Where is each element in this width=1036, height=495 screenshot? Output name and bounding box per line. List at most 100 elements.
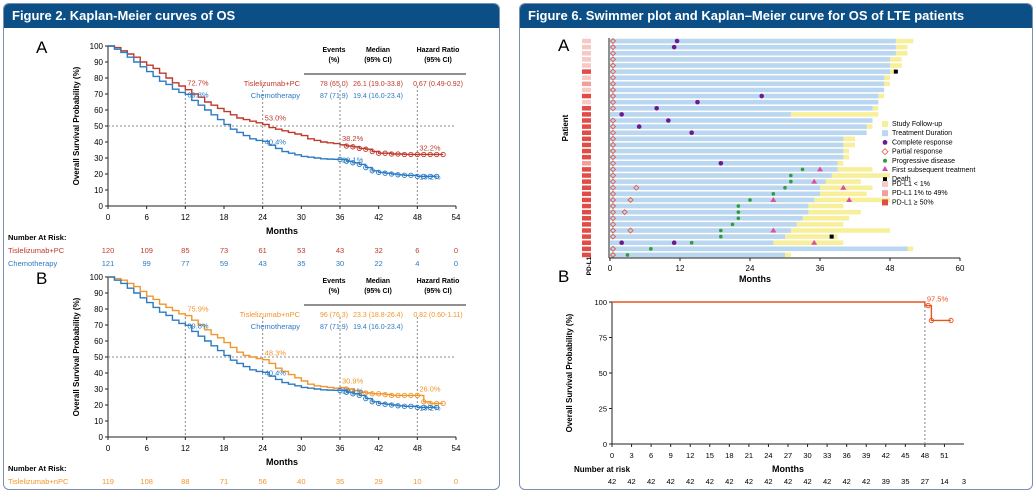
table-header: (%) (329, 57, 340, 64)
x-tick-label: 3 (629, 451, 633, 460)
y-tick-label: 10 (94, 186, 103, 195)
complete-response-marker (695, 99, 700, 105)
x-tick-label: 24 (258, 444, 267, 453)
censor-mark (356, 392, 362, 399)
partial-response-marker (609, 99, 617, 106)
x-tick-label: 24 (258, 213, 267, 222)
censor-mark (382, 150, 388, 156)
censor-mark (350, 391, 356, 397)
x-axis-label: Months (739, 274, 771, 284)
risk-value: 42 (627, 477, 635, 486)
legend-swatch (882, 166, 888, 171)
table-events: 87 (71.9) (320, 93, 348, 100)
table-header: (95% CI) (424, 57, 452, 64)
y-tick-label: 0 (99, 202, 104, 211)
x-tick-label: 48 (886, 264, 895, 273)
risk-value: 42 (823, 477, 831, 486)
pdl1-cell (582, 234, 591, 239)
death-marker (829, 234, 834, 239)
partial-response-marker (609, 166, 617, 173)
complete-response-marker (619, 112, 624, 117)
pdl1-cell (582, 167, 591, 172)
table-arm: Tislelizumab+PC (244, 79, 301, 88)
progressive-disease-marker (625, 253, 630, 257)
complete-response-marker (689, 130, 694, 136)
subsequent-treatment-marker (770, 196, 777, 202)
survival-annotation: 97.5% (927, 295, 949, 304)
risk-value: 120 (102, 246, 115, 255)
pdl1-cell (582, 63, 591, 68)
subsequent-treatment-marker (811, 239, 818, 245)
pdl1-cell (582, 99, 591, 105)
table-median: 26.1 (19.0-33.8) (353, 81, 403, 88)
risk-title: Number at risk (574, 465, 631, 474)
x-tick-label: 54 (452, 213, 461, 222)
pdl1-cell (582, 173, 591, 178)
pdl1-cell (582, 240, 591, 245)
y-tick-label: 20 (94, 401, 103, 410)
risk-value: 88 (181, 477, 189, 486)
x-tick-label: 9 (669, 451, 673, 460)
y-tick-label: 30 (94, 385, 103, 394)
censor-mark (388, 151, 395, 157)
risk-value: 99 (142, 259, 150, 268)
x-tick-label: 0 (106, 213, 111, 222)
pdl1-cell (582, 57, 591, 62)
censor-mark (414, 404, 420, 411)
pdl1-cell (582, 209, 591, 215)
legend-swatch (882, 199, 888, 206)
x-tick-label: 12 (676, 264, 685, 273)
survival-annotation: 26.0% (419, 384, 441, 393)
risk-value: 42 (608, 477, 616, 486)
censor-mark (427, 173, 433, 180)
partial-response-marker (609, 56, 617, 63)
y-tick-label: 90 (94, 289, 103, 298)
km-curve-1 (108, 276, 437, 409)
complete-response-marker (666, 118, 671, 123)
risk-value: 42 (745, 477, 753, 486)
risk-title: Number At Risk: (8, 464, 66, 473)
risk-value: 30 (336, 259, 344, 268)
panel-label: B (558, 267, 569, 286)
treatment-bar (610, 228, 791, 233)
treatment-bar (610, 130, 867, 135)
figure6-panel: Figure 6. Swimmer plot and Kaplan–Meier … (519, 3, 1033, 490)
risk-value: 85 (181, 246, 189, 255)
partial-response-marker (609, 50, 617, 57)
table-header: Hazard Ratio (417, 278, 460, 285)
table-header: Median (366, 47, 390, 54)
censor-mark (350, 160, 356, 166)
survival-annotation: 29.1% (342, 155, 364, 164)
y-axis-label: Patient (561, 114, 570, 141)
progressive-disease-marker (736, 216, 741, 221)
table-events: 78 (65.0) (320, 81, 348, 88)
censor-mark (421, 404, 427, 411)
progressive-disease-marker (719, 234, 723, 239)
legend-swatch (882, 181, 888, 187)
partial-response-marker (609, 62, 617, 69)
x-tick-label: 36 (336, 444, 345, 453)
pdl1-axis-label: PD-L1 (586, 256, 593, 275)
progressive-disease-marker (783, 185, 787, 190)
y-tick-label: 60 (94, 106, 103, 115)
table-events: 96 (76.3) (320, 312, 348, 319)
panel-label: A (36, 38, 48, 57)
risk-value: 42 (686, 477, 694, 486)
x-axis-label: Months (266, 226, 298, 236)
partial-response-marker (609, 245, 617, 252)
pdl1-cell (582, 185, 591, 190)
pdl1-cell (582, 154, 591, 160)
legend-label: Study Follow-up (892, 121, 942, 128)
censor-mark (925, 302, 931, 309)
x-tick-label: 0 (610, 451, 614, 460)
risk-value: 43 (336, 246, 344, 255)
x-tick-label: 18 (220, 213, 229, 222)
pdl1-cell (582, 222, 591, 227)
censor-mark (414, 151, 420, 158)
censor-mark (363, 164, 369, 171)
y-tick-label: 60 (94, 337, 103, 346)
y-tick-label: 70 (94, 90, 103, 99)
y-tick-label: 30 (94, 154, 103, 163)
legend-swatch (883, 158, 887, 163)
progressive-disease-marker (736, 210, 741, 214)
